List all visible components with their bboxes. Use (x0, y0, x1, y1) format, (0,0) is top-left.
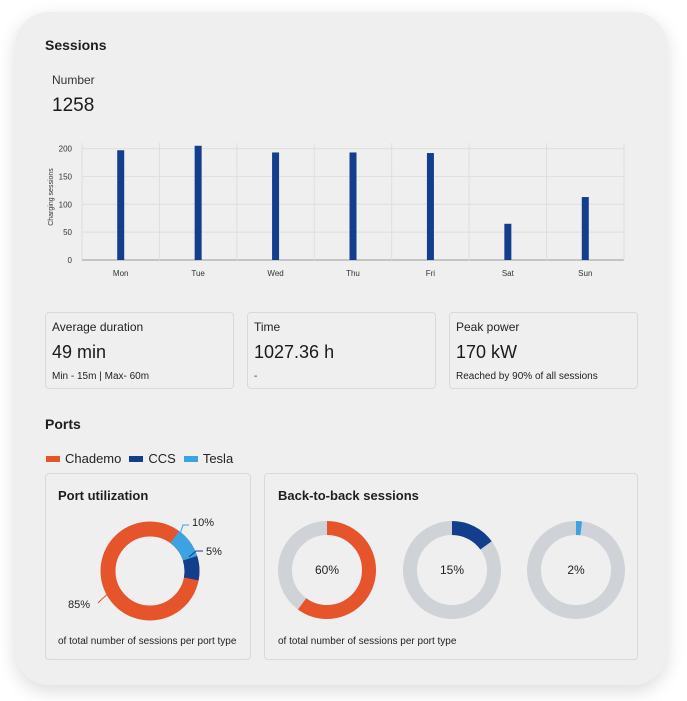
legend-swatch (46, 455, 60, 462)
x-tick-label: Mon (113, 269, 129, 278)
bar-sat (504, 223, 512, 260)
donut-chademo: 60% (278, 521, 376, 619)
stat-subtext: Reached by 90% of all sessions (456, 371, 598, 382)
donut-label: 2% (567, 563, 585, 577)
x-tick-label: Tue (191, 269, 205, 278)
bar-fri (426, 153, 434, 260)
number-label: Number (52, 73, 95, 87)
donut-slice-ccs (100, 521, 200, 621)
x-tick-label: Sun (578, 269, 592, 278)
legend-swatch (129, 455, 144, 462)
y-tick-label: 0 (68, 256, 73, 265)
x-tick-label: Wed (267, 269, 283, 278)
label-ccs: 5% (206, 546, 222, 558)
y-axis-label: Charging sessions (48, 168, 55, 226)
legend-swatch (183, 455, 198, 462)
y-tick-label: 200 (59, 145, 73, 154)
y-tick-labels: 0 50 100 150 200 (59, 145, 73, 265)
stat-value: 1027.36 h (254, 342, 335, 362)
callout-line-ccs (188, 550, 203, 558)
port-utilization-donut: 10% 5% 85% (68, 517, 222, 621)
port-utilization-title: Port utilization (58, 488, 149, 503)
back-to-back-title: Back-to-back sessions (278, 488, 419, 503)
legend-item-chademo: Chademo (46, 451, 121, 466)
stat-title: Time (254, 320, 281, 334)
callout-line-chademo (97, 591, 111, 604)
bar-tue (194, 145, 202, 260)
donut-fill (527, 521, 625, 619)
y-tick-label: 150 (59, 172, 73, 181)
stat-value: 170 kW (456, 342, 518, 362)
stat-box-average-duration: Average duration 49 min Min - 15m | Max-… (45, 312, 234, 389)
x-tick-label: Thu (346, 269, 360, 278)
sessions-bar-chart: Charging sessions 0 50 100 150 200 Mon Tue Wed… (48, 143, 625, 278)
donut-fill (403, 521, 501, 619)
donut-fill (278, 521, 376, 619)
bar-sun (581, 197, 589, 260)
number-value: 1258 (52, 95, 95, 116)
ports-legend: Chademo CCS Tesla (46, 451, 233, 466)
y-tick-label: 100 (59, 200, 73, 209)
y-tick-label: 50 (63, 228, 72, 237)
x-tick-label: Sat (502, 269, 515, 278)
ports-title: Ports (45, 416, 81, 432)
back-to-back-donuts: 60% 15% 2% (278, 521, 625, 619)
port-utilization-note: of total number of sessions per port typ… (58, 636, 237, 647)
stat-title: Peak power (456, 320, 520, 334)
stat-subtext: - (254, 371, 258, 382)
bar-wed (272, 152, 280, 260)
stat-box-time: Time 1027.36 h - (247, 312, 436, 389)
bar-mon (117, 150, 125, 260)
legend-item-ccs: CCS (129, 451, 176, 466)
legend-label: CCS (148, 451, 176, 466)
donut-label: 60% (315, 563, 339, 577)
legend-item-tesla: Tesla (183, 451, 234, 466)
stat-box-peak-power: Peak power 170 kW Reached by 90% of all … (449, 312, 638, 389)
stat-subtext: Min - 15m | Max- 60m (52, 371, 150, 382)
label-chademo: 85% (68, 599, 90, 611)
bar-thu (349, 152, 357, 260)
legend-label: Tesla (202, 451, 234, 466)
label-tesla: 10% (192, 517, 214, 529)
x-tick-label: Fri (426, 269, 436, 278)
donut-label: 15% (440, 563, 464, 577)
sessions-title: Sessions (45, 37, 107, 53)
stat-value: 49 min (52, 342, 107, 362)
x-tick-labels: Mon Tue Wed Thu Fri Sat Sun (113, 269, 592, 278)
callout-line-tesla (177, 524, 189, 541)
stat-title: Average duration (52, 320, 144, 334)
back-to-back-note: of total number of sessions per port typ… (278, 636, 457, 647)
donut-tesla: 2% (527, 521, 625, 619)
port-utilization-panel: Port utilization 10% 5% 85% of total num… (45, 473, 251, 660)
back-to-back-panel: Back-to-back sessions 60% 15% 2% of tota… (264, 473, 638, 660)
legend-label: Chademo (65, 451, 122, 466)
donut-ccs: 15% (403, 521, 501, 619)
bars (117, 145, 589, 260)
